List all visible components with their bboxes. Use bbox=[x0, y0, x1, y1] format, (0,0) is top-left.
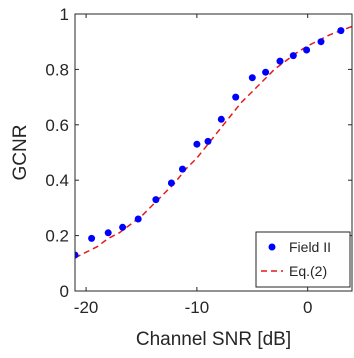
field-ii-point bbox=[152, 196, 160, 204]
y-tick-label: 0.6 bbox=[45, 116, 69, 135]
legend-marker-field-ii bbox=[268, 243, 276, 251]
axes: -20 -10 0 0 0.2 0.4 0.6 0.8 1 bbox=[45, 5, 353, 317]
field-ii-point bbox=[179, 165, 186, 173]
plot-content bbox=[75, 25, 352, 259]
field-ii-point bbox=[276, 57, 284, 65]
field-ii-point bbox=[262, 68, 270, 76]
x-axis-label: Channel SNR [dB] bbox=[136, 329, 291, 350]
legend-label-eq2: Eq.(2) bbox=[289, 263, 327, 279]
field-ii-point bbox=[204, 137, 212, 145]
legend-label-field-ii: Field II bbox=[289, 239, 331, 255]
x-tick-label: 0 bbox=[303, 298, 312, 317]
field-ii-point bbox=[167, 179, 175, 187]
axes-box bbox=[74, 13, 353, 292]
field-ii-point bbox=[248, 74, 256, 82]
y-tick-label: 0.4 bbox=[45, 171, 69, 190]
y-tick-label: 0.8 bbox=[45, 60, 69, 79]
legend-box bbox=[255, 231, 351, 288]
field-ii-point bbox=[232, 93, 240, 101]
field-ii-point bbox=[134, 215, 142, 223]
y-tick-label: 0.2 bbox=[45, 227, 69, 246]
field-ii-point bbox=[289, 52, 297, 60]
field-ii-point bbox=[75, 251, 79, 259]
field-ii-point bbox=[193, 140, 201, 148]
x-tick-label: -20 bbox=[74, 298, 99, 317]
field-ii-point bbox=[119, 223, 127, 231]
field-ii-point bbox=[303, 46, 311, 54]
plot-area bbox=[75, 25, 352, 259]
field-ii-point bbox=[337, 27, 345, 35]
y-tick-label: 0 bbox=[60, 282, 69, 301]
y-axis-label: GCNR bbox=[10, 125, 31, 181]
legend: Field II Eq.(2) bbox=[255, 231, 351, 288]
field-ii-point bbox=[317, 38, 325, 46]
field-ii-point bbox=[88, 234, 96, 242]
y-tick-label: 1 bbox=[60, 5, 69, 24]
field-ii-point bbox=[104, 229, 112, 237]
x-tick-label: -10 bbox=[185, 298, 210, 317]
field-ii-point bbox=[217, 115, 225, 123]
